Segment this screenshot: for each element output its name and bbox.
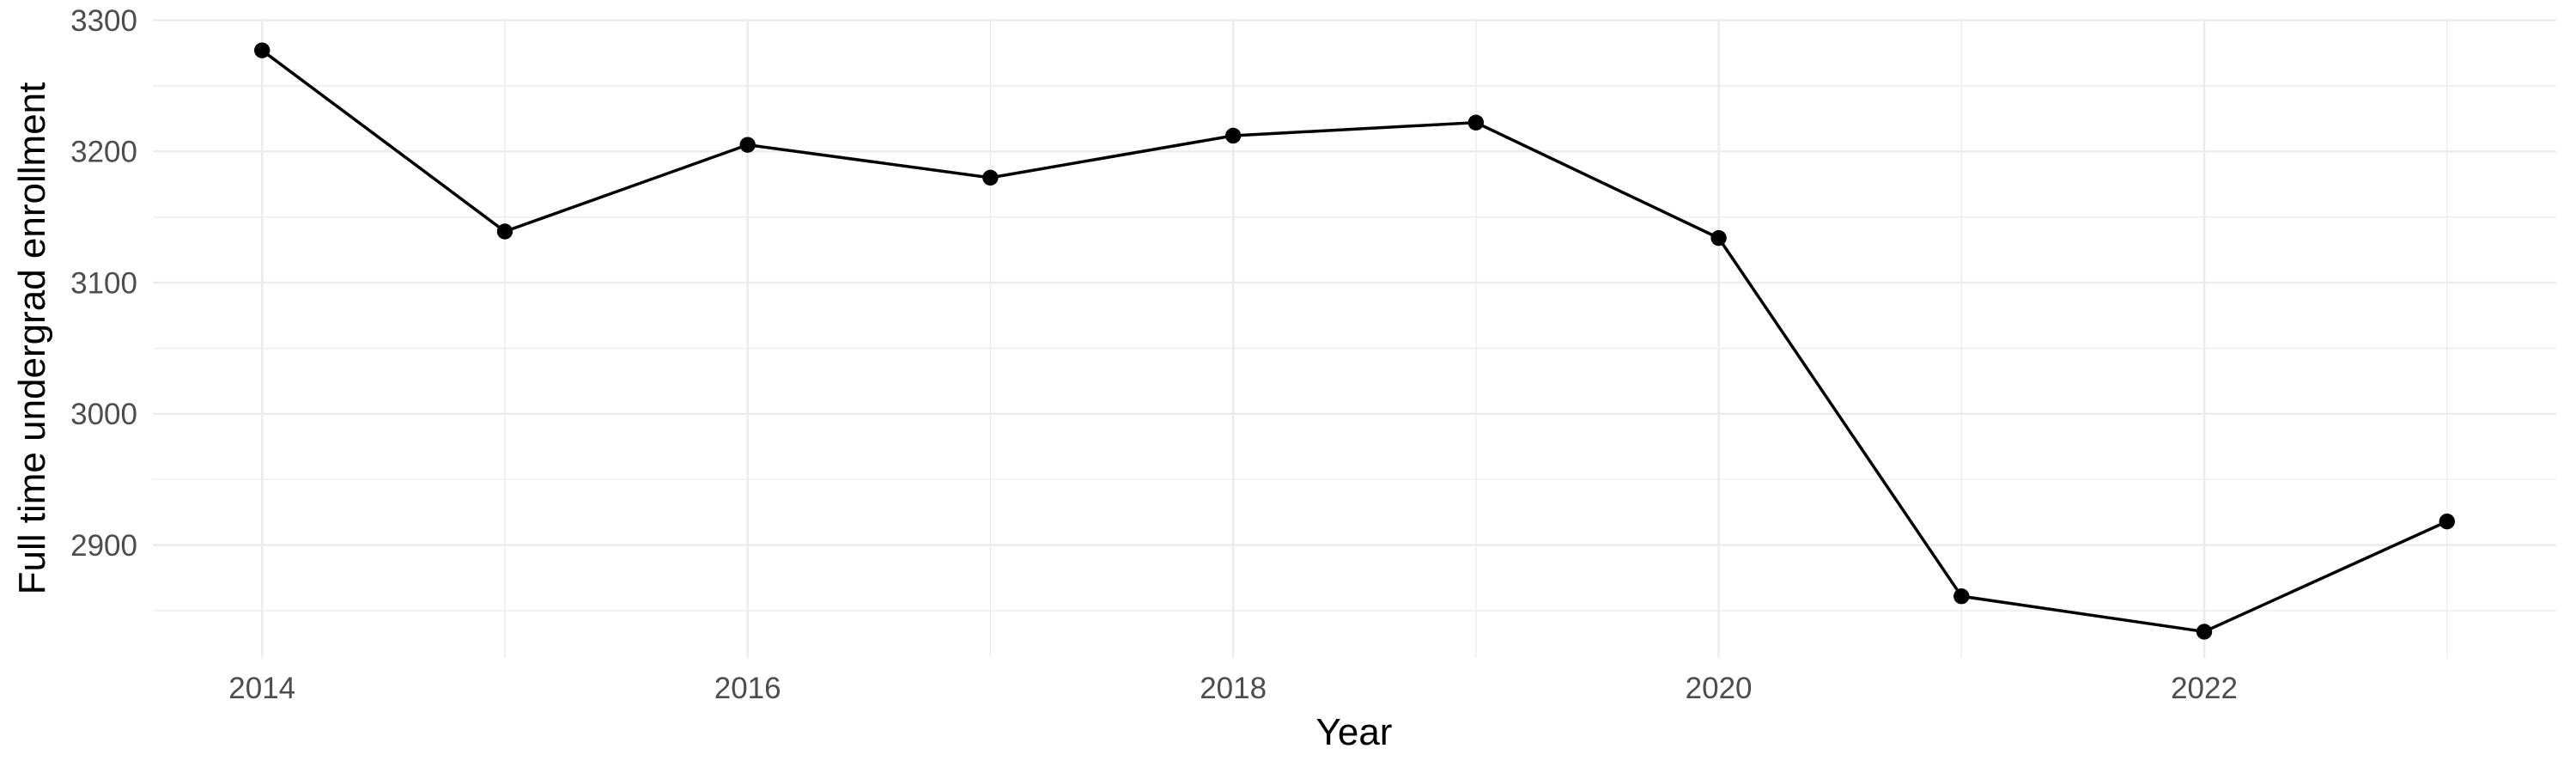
- y-tick-label: 3300: [70, 4, 137, 38]
- x-tick-label: 2018: [1200, 672, 1267, 705]
- plot-layer: [254, 42, 2455, 640]
- data-point: [739, 137, 756, 153]
- data-point: [2439, 513, 2455, 530]
- x-tick-label: 2022: [2171, 672, 2238, 705]
- y-tick-label: 3200: [70, 136, 137, 169]
- y-tick-label: 2900: [70, 529, 137, 563]
- data-point: [982, 169, 999, 186]
- data-point: [1710, 229, 1727, 247]
- data-point: [1953, 587, 1970, 605]
- y-tick-label: 3000: [70, 398, 137, 431]
- axis-labels-layer: 2900 3000 3100 3200 3300 2014 2016 2018 2020 2022: [70, 4, 2238, 705]
- x-axis-title: Year: [1316, 711, 1393, 753]
- x-tick-label: 2014: [228, 672, 295, 705]
- data-point: [2196, 624, 2213, 640]
- data-point: [1224, 127, 1242, 144]
- x-tick-label: 2016: [714, 672, 781, 705]
- data-point: [1467, 114, 1485, 131]
- data-point: [496, 223, 513, 240]
- gridlines-layer: [153, 19, 2556, 658]
- series-line: [261, 49, 2448, 634]
- y-axis-title: Full time undergrad enrollment: [11, 82, 53, 595]
- data-point: [254, 42, 270, 58]
- x-tick-label: 2020: [1686, 672, 1753, 705]
- y-tick-label: 3100: [70, 266, 137, 300]
